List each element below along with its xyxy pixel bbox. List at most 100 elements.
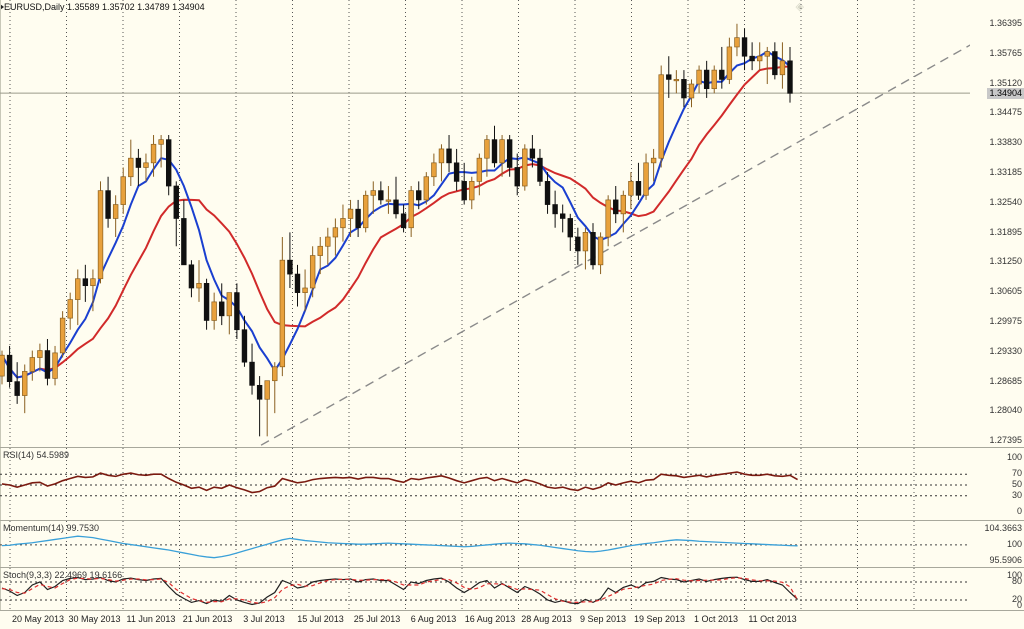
candle-body [567,218,573,238]
momentum-tick: 95.5906 [989,555,1022,565]
candle-body [347,208,354,219]
candle-body [582,232,589,252]
time-axis-label: 11 Oct 2013 [748,614,797,624]
candle-body [658,74,664,159]
candle-body [294,273,301,293]
candle-body [476,157,483,182]
candle-body [764,51,770,57]
price-tick: 1.33830 [989,137,1022,148]
candle-body [726,46,733,80]
candle-body [590,232,596,266]
momentum-tick: 100 [1006,538,1022,549]
candle-body [120,176,126,205]
price-tick: 1.31895 [989,226,1022,237]
stochastic-scale-divider [0,568,1,612]
momentum-scale: 104.3663 100 95.5906 [970,521,1024,568]
candle-body [688,83,695,99]
candle-body [302,287,308,293]
time-axis-label: 11 Jun 2013 [126,614,176,624]
candle-body [112,204,119,219]
price-tick: 1.27395 [989,435,1022,446]
candle-body [256,384,263,400]
candle-body [613,199,619,215]
time-axis-label: 15 Jul 2013 [297,614,344,624]
candle-body [37,350,43,358]
candle-body [711,69,717,90]
price-tick: 1.31250 [989,256,1022,267]
candle-body [90,278,96,287]
stochastic-scale: 100 80 20 0 [970,568,1024,612]
candle-body [82,278,89,287]
candle-body [446,148,452,164]
candle-body [128,157,134,178]
candle-body [431,162,437,178]
candle-body [734,37,740,48]
candle-body [150,143,157,164]
time-axis-label: 20 May 2013 [11,614,65,624]
price-scale-divider [0,0,1,447]
candle-body [173,185,179,219]
price-tick: 1.35765 [989,47,1022,58]
momentum-plot [0,521,970,568]
price-tick: 1.34475 [989,107,1022,118]
candle-body [696,69,702,85]
price-tick: 1.29330 [989,345,1022,356]
candle-body [635,181,642,196]
candle-body [378,190,384,201]
candle-body [105,190,111,219]
candle-body [719,69,725,80]
candle-body [408,190,414,229]
candle-body [461,181,467,201]
symbol-header: EURUSD,Daily 1.35589 1.35702 1.34789 1.3… [4,2,205,12]
candle-body [537,157,543,182]
rsi-panel: RSI(14) 54.5989 100 70 50 30 0 [0,447,1024,521]
candle-body [416,190,422,201]
candle-body [491,139,498,164]
price-tick: 1.28685 [989,375,1022,386]
time-axis-label: 6 Aug 2013 [410,614,457,624]
candle-body [6,354,13,382]
candle-body [97,190,104,280]
triangle-down-icon[interactable] [0,4,4,10]
candle-body [484,139,490,159]
candle-body [559,213,566,219]
candle-body [340,218,346,229]
stoch-d-line [1,577,799,604]
stochastic-label: Stoch(9,3,3) 22.4969 19.6166 [3,570,123,580]
candle-body [605,199,611,238]
candle-body [355,208,361,229]
time-axis-label: 16 Aug 2013 [464,614,516,624]
candle-body [393,199,399,215]
candle-body [370,190,376,196]
stochastic-tick: 20 [1011,594,1022,604]
candle-body [226,292,233,317]
candle-body [219,301,225,317]
time-axis-label: 19 Sep 2013 [633,614,686,624]
candle-body [0,354,5,377]
candle-body [165,139,172,187]
stochastic-plot [0,568,970,612]
trend-line [256,44,970,447]
candle-body [741,37,748,57]
price-scale: 1.36395 1.35765 1.35120 1.34475 1.33830 1.331… [970,0,1024,447]
stochastic-panel: Stoch(9,3,3) 22.4969 19.6166 100 80 20 0 [0,567,1024,612]
candle-body [241,329,248,363]
candle-body [703,69,710,90]
candle-body [279,259,286,368]
rsi-plot [0,448,970,521]
stoch-k-line [1,576,798,606]
candle-body [499,139,505,164]
momentum-panel: Momentum(14) 99.7530 104.3663 100 95.5906 [0,520,1024,568]
candle-body [400,213,407,229]
candle-body [272,366,278,382]
candle-body [158,139,164,145]
candle-body [188,264,195,289]
rsi-tick: 0 [1016,506,1022,516]
time-axis: 20 May 2013 30 May 2013 11 Jun 2013 21 Jun … [0,610,1024,629]
candle-body [287,259,293,275]
rsi-tick: 50 [1011,479,1022,489]
time-axis-label: 25 Jul 2013 [353,614,401,624]
stochastic-tick: 100 [1006,570,1022,580]
candle-body [317,245,323,256]
candle-body [332,227,339,238]
